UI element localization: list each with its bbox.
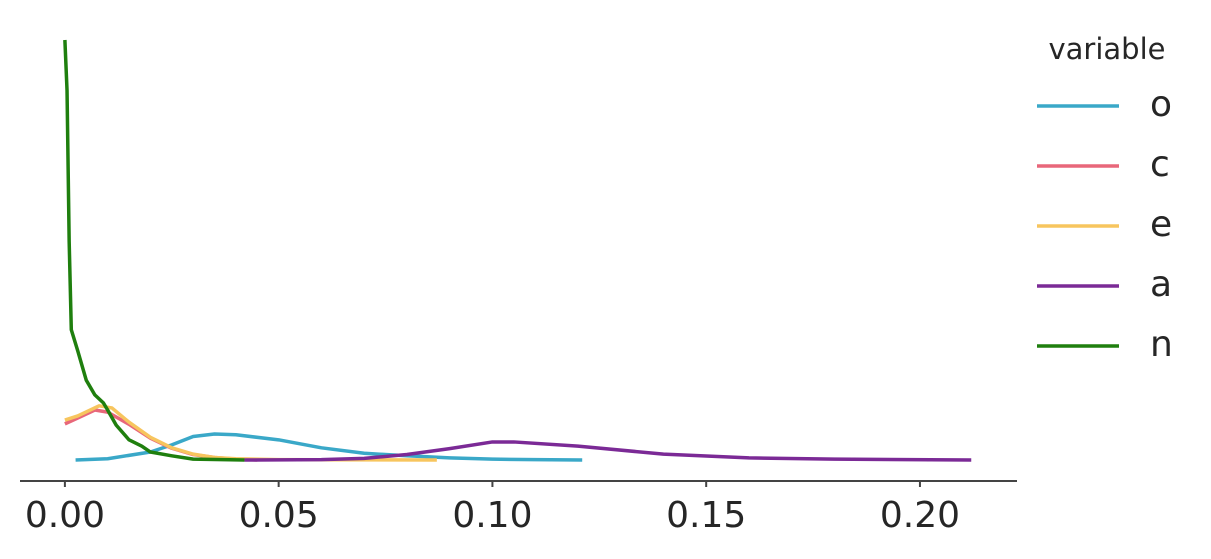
legend-label: c	[1150, 144, 1170, 185]
kde-line	[75, 432, 583, 462]
legend-label: n	[1150, 324, 1173, 365]
legend-label: a	[1150, 264, 1172, 305]
x-tick-label: 0.15	[666, 495, 746, 536]
kde-line	[63, 39, 245, 462]
legend-label: e	[1150, 204, 1172, 245]
x-tick-label: 0.05	[239, 495, 319, 536]
x-tick-label: 0.00	[25, 495, 105, 536]
legend-title: variable	[1049, 32, 1166, 66]
legend-label: o	[1150, 84, 1172, 125]
x-tick-label: 0.20	[880, 495, 960, 536]
x-tick-label: 0.10	[452, 495, 532, 536]
kde-line	[244, 440, 972, 462]
